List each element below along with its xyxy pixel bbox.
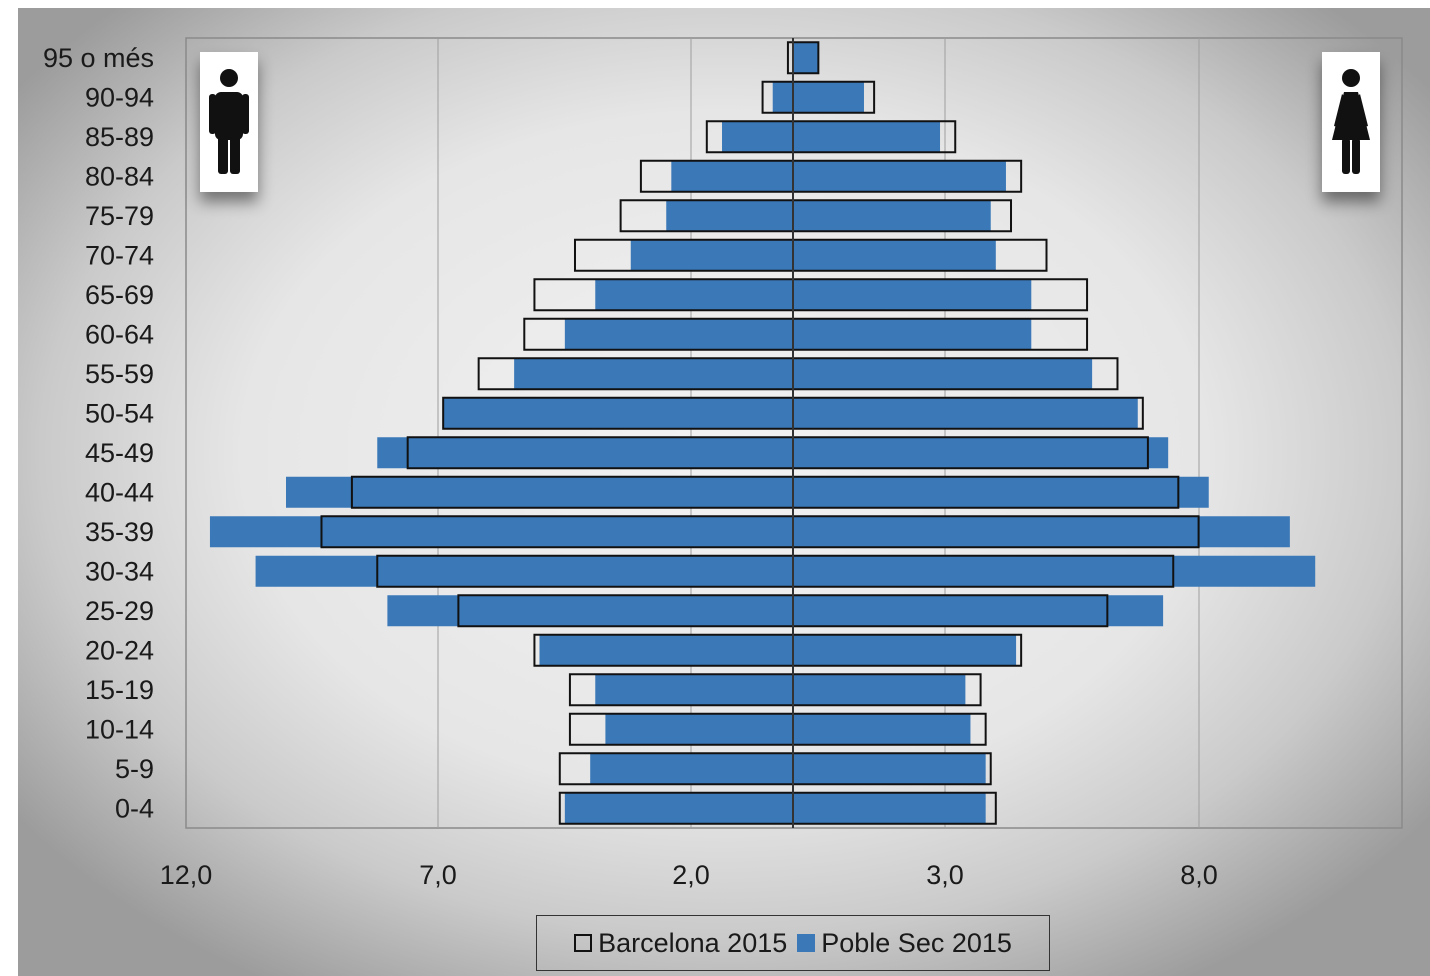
bar-poblesec-women [793,595,1164,627]
bar-poblesec-women [793,121,941,153]
legend-label-barcelona: Barcelona 2015 [598,927,788,958]
bar-poblesec-women [793,318,1032,350]
bar-poblesec-women [793,555,1316,587]
bar-poblesec-women [793,42,819,74]
bar-poblesec-women [793,753,986,785]
bar-poblesec-women [793,279,1032,311]
bar-poblesec-women [793,674,966,706]
category-label: 85-89 [85,122,154,152]
x-tick-label: 8,0 [1180,860,1218,890]
x-tick-label: 2,0 [672,860,710,890]
bar-poblesec-women [793,516,1290,548]
bar-poblesec-women [793,239,996,271]
bar-poblesec-women [793,200,991,232]
woman-icon [1332,69,1370,174]
legend-label-poblesec: Poble Sec 2015 [821,927,1012,958]
category-label: 40-44 [85,477,154,507]
bar-poblesec-men [387,595,793,627]
bar-poblesec-men [377,437,793,469]
legend-item-barcelona: Barcelona 2015 [574,928,787,959]
bar-poblesec-men [595,279,793,311]
bar-poblesec-men [671,160,793,192]
category-label: 95 o més [43,43,154,73]
bar-poblesec-men [286,476,793,508]
category-label: 80-84 [85,161,154,191]
chart-legend: Barcelona 2015 Poble Sec 2015 [536,915,1050,971]
bar-poblesec-men [564,318,793,350]
bar-poblesec-men [772,81,793,113]
bar-poblesec-men [722,121,793,153]
legend-swatch-filled [797,934,816,952]
bar-poblesec-women [793,634,1017,666]
bar-poblesec-men [539,634,793,666]
bar-poblesec-women [793,358,1093,390]
category-label: 35-39 [85,517,154,547]
bar-poblesec-women [793,792,986,824]
category-label: 30-34 [85,556,154,586]
bar-poblesec-men [255,555,793,587]
category-label: 15-19 [85,675,154,705]
man-icon [209,69,249,174]
x-tick-label: 7,0 [419,860,457,890]
bar-poblesec-men [209,516,793,548]
bar-poblesec-women [793,397,1138,429]
category-label: 0-4 [115,793,154,823]
bar-poblesec-women [793,437,1169,469]
bar-poblesec-men [630,239,793,271]
category-label: 20-24 [85,635,154,665]
category-label: 50-54 [85,398,154,428]
category-label: 10-14 [85,714,154,744]
bar-poblesec-men [514,358,793,390]
legend-item-poblesec: Poble Sec 2015 [797,928,1012,959]
woman-icon-card [1322,52,1380,192]
bar-poblesec-men [666,200,793,232]
category-label: 25-29 [85,596,154,626]
x-tick-label: 3,0 [926,860,964,890]
x-tick-label: 12,0 [160,860,213,890]
category-label: 70-74 [85,240,154,270]
bar-poblesec-men [605,713,793,745]
man-icon-card [200,52,258,192]
category-label: 5-9 [115,754,154,784]
category-label: 90-94 [85,82,154,112]
bar-poblesec-women [793,81,864,113]
bar-poblesec-men [443,397,793,429]
legend-swatch-outline [574,934,593,952]
category-label: 60-64 [85,319,154,349]
category-label: 45-49 [85,438,154,468]
bar-poblesec-women [793,160,1006,192]
bar-poblesec-women [793,713,971,745]
category-label: 75-79 [85,201,154,231]
bar-poblesec-men [595,674,793,706]
bar-poblesec-men [564,792,793,824]
bar-poblesec-women [793,476,1209,508]
category-label: 55-59 [85,359,154,389]
category-label: 65-69 [85,280,154,310]
bar-poblesec-men [590,753,793,785]
